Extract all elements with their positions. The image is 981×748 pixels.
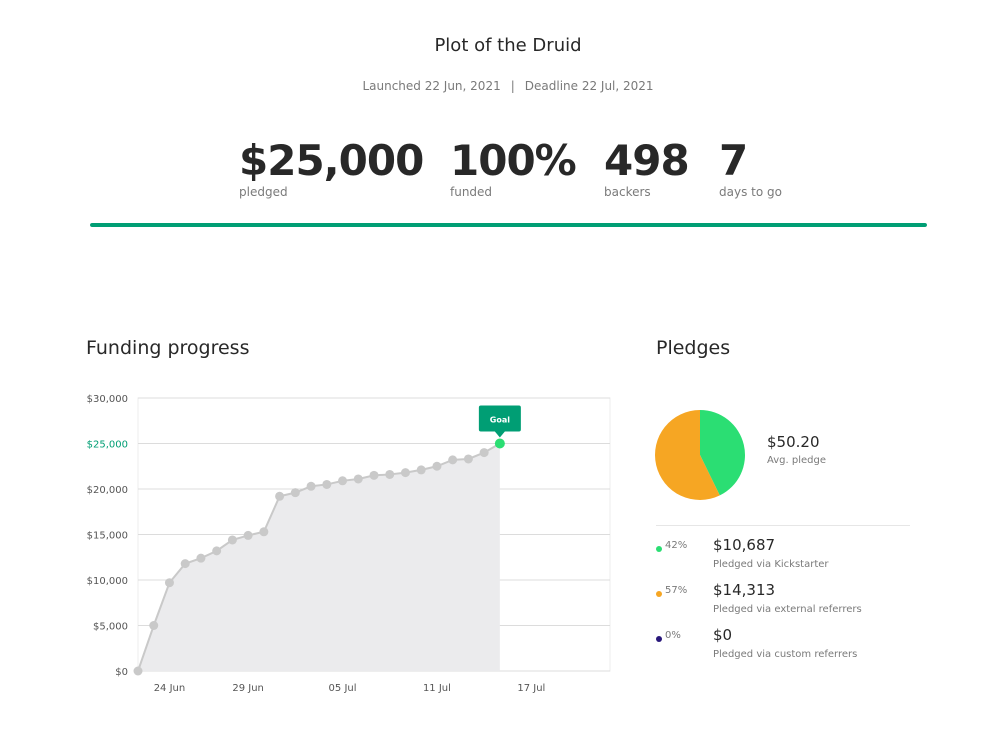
- avg-pledge: $50.20 Avg. pledge: [767, 433, 826, 466]
- pledge-row-external: 57% $14,313 Pledged via external referre…: [656, 580, 916, 620]
- data-point: [149, 621, 159, 630]
- stat-backers: 498 backers: [604, 136, 690, 200]
- y-tick-label: $20,000: [87, 485, 128, 496]
- stat-funded-value: 100%: [450, 136, 577, 185]
- stat-days: 7 days to go: [719, 136, 782, 200]
- goal-marker-pointer: [494, 431, 505, 438]
- data-point: [290, 488, 300, 498]
- data-point: [196, 553, 206, 563]
- y-tick-label: $0: [115, 667, 128, 678]
- avg-pledge-value: $50.20: [767, 433, 820, 451]
- data-point: [243, 530, 253, 540]
- data-point: [227, 535, 237, 545]
- data-point: [353, 474, 363, 484]
- stat-funded-label: funded: [450, 185, 493, 199]
- data-point: [322, 479, 332, 489]
- pledges-title: Pledges: [656, 337, 731, 359]
- stat-pledged-value: $25,000: [239, 136, 424, 185]
- data-point: [306, 481, 316, 491]
- data-point: [479, 448, 489, 458]
- pledges-pie-chart: [655, 410, 745, 500]
- data-point: [416, 465, 426, 475]
- data-point: [448, 455, 458, 465]
- data-point: [180, 559, 190, 569]
- pledge-row-kickstarter: 42% $10,687 Pledged via Kickstarter: [656, 535, 916, 575]
- data-point: [133, 666, 143, 676]
- y-tick-label: $25,000: [87, 440, 128, 451]
- y-tick-label: $10,000: [87, 576, 128, 587]
- stat-backers-value: 498: [604, 136, 690, 185]
- custom-color-dot: [656, 636, 662, 642]
- funding-progress-bar: [90, 223, 927, 227]
- data-point: [432, 461, 442, 471]
- goal-point: [494, 438, 505, 449]
- launch-date: Launched 22 Jun, 2021: [362, 79, 501, 93]
- pledge-amount: $0: [713, 626, 733, 644]
- data-point: [400, 468, 410, 478]
- goal-label: Goal: [490, 416, 510, 425]
- pledge-row-custom: 0% $0 Pledged via custom referrers: [656, 625, 916, 665]
- pledge-amount: $14,313: [713, 581, 776, 599]
- x-tick-label: 05 Jul: [329, 683, 357, 694]
- pledge-percent: 57%: [665, 585, 688, 596]
- project-title: Plot of the Druid: [434, 35, 582, 56]
- avg-pledge-label: Avg. pledge: [767, 455, 827, 466]
- pledge-source: Pledged via Kickstarter: [713, 559, 829, 570]
- pie-slice: [700, 410, 745, 496]
- project-dates: Launched 22 Jun, 2021 | Deadline 22 Jul, 2…: [0, 79, 981, 93]
- data-point: [164, 578, 174, 588]
- stat-backers-label: backers: [604, 185, 651, 199]
- y-tick-label: $30,000: [87, 394, 128, 405]
- x-tick-label: 24 Jun: [154, 683, 186, 694]
- pledges-divider: [656, 525, 910, 526]
- y-tick-label: $5,000: [93, 622, 128, 633]
- pledge-source: Pledged via custom referrers: [713, 649, 858, 660]
- pie-slice: [655, 410, 720, 500]
- y-tick-label: $15,000: [87, 531, 128, 542]
- date-separator: |: [510, 79, 515, 93]
- data-point: [275, 491, 285, 501]
- data-point: [369, 470, 379, 480]
- external-color-dot: [656, 591, 662, 597]
- data-point: [212, 546, 222, 556]
- pledge-percent: 0%: [665, 630, 681, 641]
- data-point: [463, 454, 473, 464]
- deadline-date: Deadline 22 Jul, 2021: [524, 79, 654, 93]
- stat-days-label: days to go: [719, 185, 782, 199]
- x-tick-label: 29 Jun: [232, 683, 264, 694]
- funding-progress-title: Funding progress: [86, 337, 250, 359]
- kickstarter-color-dot: [656, 546, 662, 552]
- stat-pledged: $25,000 pledged: [239, 136, 424, 200]
- data-point: [338, 476, 348, 486]
- data-point: [259, 527, 269, 537]
- funding-progress-chart: $0 $5,000 $10,000 $15,000 $20,000 $25,000 $30,…: [87, 394, 611, 694]
- x-tick-label: 11 Jul: [423, 683, 451, 694]
- stat-days-value: 7: [719, 136, 748, 185]
- funding-area: [138, 443, 500, 671]
- data-point: [385, 469, 395, 479]
- stat-funded: 100% funded: [450, 136, 577, 200]
- pledge-percent: 42%: [665, 540, 688, 551]
- goal-marker: [478, 405, 521, 432]
- pledge-source: Pledged via external referrers: [713, 604, 862, 615]
- stat-pledged-label: pledged: [239, 185, 288, 199]
- pledge-amount: $10,687: [713, 536, 776, 554]
- funding-progress-fill: [90, 223, 927, 227]
- x-tick-label: 17 Jul: [517, 683, 545, 694]
